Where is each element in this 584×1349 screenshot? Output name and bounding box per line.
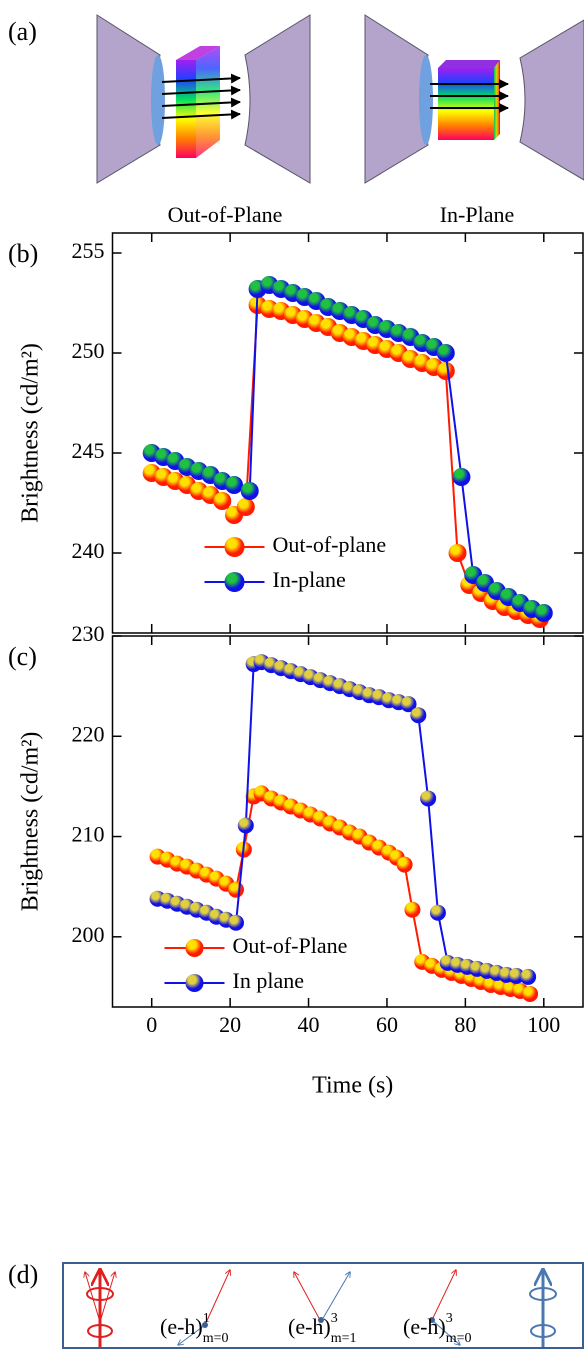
data-point: [236, 498, 255, 516]
frame: [62, 1262, 584, 1349]
y-tick-label: 250: [72, 338, 105, 363]
legend-marker: [185, 974, 204, 992]
data-point: [420, 790, 437, 807]
lens: [96, 14, 161, 184]
red-spin: [85, 1270, 456, 1347]
panel-label: (a): [8, 17, 37, 46]
state-sup: 3: [446, 1311, 453, 1326]
state-label: (e-h)3 m=1: [288, 1311, 357, 1346]
beam-arrows: [161, 73, 241, 120]
dot: [318, 1317, 324, 1323]
data-point: [429, 904, 446, 921]
data-point: [240, 482, 259, 500]
y-axis-label: Brightness (cd/m²): [18, 732, 44, 912]
legend-marker: [224, 537, 245, 557]
data-point: [228, 914, 245, 931]
y-tick-label: 255: [72, 238, 105, 263]
state-base: (e-h): [403, 1314, 446, 1339]
data-point: [534, 604, 553, 622]
x-tick-label: 60: [376, 1012, 398, 1037]
state-base: (e-h): [288, 1314, 331, 1339]
x-tick-label: 0: [146, 1012, 157, 1037]
diagram-a: Out-of-Plane In-Plane: [96, 14, 584, 227]
y-axis-label: Brightness (cd/m²): [18, 343, 44, 523]
state-label: (e-h)3 m=0: [403, 1311, 472, 1346]
crystal-side: [494, 60, 500, 140]
state-sub: m=0: [203, 1331, 229, 1346]
data-point: [520, 968, 537, 985]
lens: [244, 14, 311, 184]
dot: [202, 1322, 208, 1328]
crystal-front: [176, 60, 196, 158]
state-base: (e-h): [160, 1314, 203, 1339]
data-point: [436, 362, 455, 380]
data-point: [396, 856, 413, 873]
y-tick-label: 230: [72, 621, 105, 646]
data-point: [410, 707, 427, 724]
crystal-top: [438, 60, 500, 68]
diagram-label: Out-of-Plane: [168, 202, 283, 227]
lens: [364, 14, 429, 184]
x-tick-label: 100: [527, 1012, 560, 1037]
data-point: [228, 881, 245, 898]
legend-label: In-plane: [273, 567, 346, 592]
y-tick-label: 220: [72, 721, 105, 746]
panel-label: (d): [8, 1260, 38, 1289]
lens-face: [151, 55, 165, 145]
legend-label: In plane: [233, 968, 304, 993]
x-tick-label: 40: [298, 1012, 320, 1037]
panel-label: (b): [8, 239, 38, 268]
legend-label: Out-of-Plane: [233, 933, 348, 958]
blue-spin: [178, 1270, 557, 1347]
state-sup: 1: [203, 1311, 210, 1326]
y-tick-label: 245: [72, 438, 105, 463]
data-point: [213, 492, 232, 510]
crystal-top: [176, 46, 220, 60]
x-axis-label: Time (s): [312, 1073, 393, 1099]
dot: [429, 1317, 435, 1323]
data-point: [237, 817, 254, 834]
plot-frame: [111, 635, 584, 1008]
plot-frame: [111, 232, 584, 634]
state-sub: m=0: [446, 1331, 472, 1346]
state-sub: m=1: [331, 1331, 357, 1346]
y-tick-label: 240: [72, 538, 105, 563]
data-point: [448, 544, 467, 562]
data-point: [522, 985, 539, 1002]
crystal-front: [438, 68, 494, 140]
legend-label: Out-of-plane: [273, 532, 387, 557]
x-tick-label: 80: [454, 1012, 476, 1037]
lens-face: [419, 55, 433, 145]
diagram-d: (e-h)1 m=0 (e-h)3 m=1 (e-h)3 m=0: [62, 1262, 584, 1349]
data-point: [400, 696, 417, 713]
y-tick-label: 200: [72, 922, 105, 947]
diagram-label: In-Plane: [440, 202, 515, 227]
y-tick-label: 210: [72, 822, 105, 847]
legend-marker: [224, 572, 245, 592]
data-point: [436, 344, 455, 362]
data-point: [452, 468, 471, 486]
crystal-side: [196, 46, 220, 158]
state-label: (e-h)1 m=0: [160, 1311, 229, 1346]
panel-label: (c): [8, 642, 37, 671]
data-point: [508, 967, 525, 984]
series-line: [157, 661, 529, 978]
lens: [519, 19, 584, 181]
data-point: [225, 476, 244, 494]
x-tick-label: 20: [219, 1012, 241, 1037]
legend-marker: [185, 939, 204, 957]
beam-arrows: [430, 79, 509, 113]
data-point: [404, 901, 421, 918]
state-sup: 3: [331, 1311, 338, 1326]
